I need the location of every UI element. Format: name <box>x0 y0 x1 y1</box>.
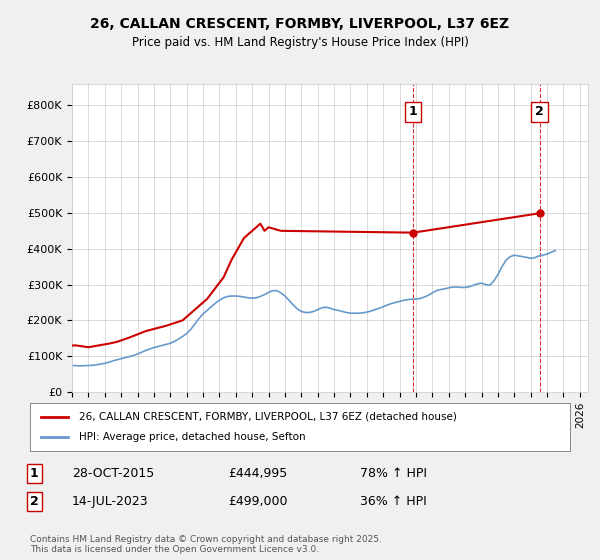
Text: 2: 2 <box>535 105 544 119</box>
Text: 1: 1 <box>30 466 39 480</box>
Text: 36% ↑ HPI: 36% ↑ HPI <box>360 494 427 508</box>
Text: 26, CALLAN CRESCENT, FORMBY, LIVERPOOL, L37 6EZ (detached house): 26, CALLAN CRESCENT, FORMBY, LIVERPOOL, … <box>79 412 457 422</box>
Text: 26, CALLAN CRESCENT, FORMBY, LIVERPOOL, L37 6EZ: 26, CALLAN CRESCENT, FORMBY, LIVERPOOL, … <box>91 17 509 31</box>
Text: Contains HM Land Registry data © Crown copyright and database right 2025.
This d: Contains HM Land Registry data © Crown c… <box>30 535 382 554</box>
Text: £444,995: £444,995 <box>228 466 287 480</box>
Text: 1: 1 <box>409 105 418 119</box>
Text: £499,000: £499,000 <box>228 494 287 508</box>
Text: HPI: Average price, detached house, Sefton: HPI: Average price, detached house, Seft… <box>79 432 305 442</box>
Text: Price paid vs. HM Land Registry's House Price Index (HPI): Price paid vs. HM Land Registry's House … <box>131 36 469 49</box>
Text: 78% ↑ HPI: 78% ↑ HPI <box>360 466 427 480</box>
Text: 28-OCT-2015: 28-OCT-2015 <box>72 466 154 480</box>
Text: 14-JUL-2023: 14-JUL-2023 <box>72 494 149 508</box>
Text: 2: 2 <box>30 494 39 508</box>
